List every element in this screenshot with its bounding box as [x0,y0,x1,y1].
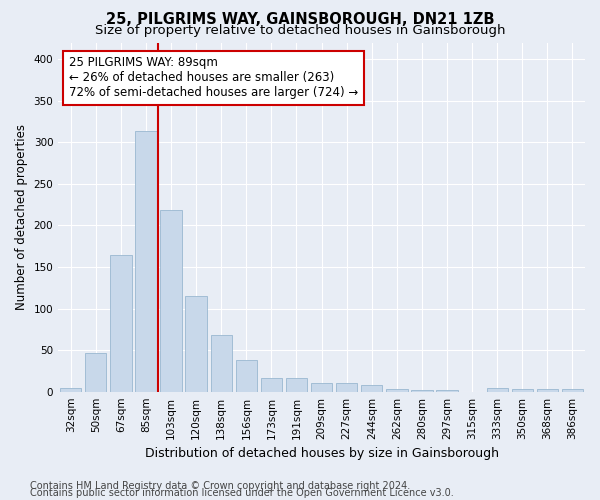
Bar [286,378,307,392]
Bar [261,378,282,392]
Bar [386,389,407,392]
Bar [562,389,583,392]
Bar [211,335,232,392]
Bar [436,390,458,392]
Bar [160,210,182,392]
Bar [336,384,358,392]
Text: 25, PILGRIMS WAY, GAINSBOROUGH, DN21 1ZB: 25, PILGRIMS WAY, GAINSBOROUGH, DN21 1ZB [106,12,494,26]
Bar [487,388,508,392]
Bar [136,132,157,392]
Bar [85,352,106,392]
X-axis label: Distribution of detached houses by size in Gainsborough: Distribution of detached houses by size … [145,447,499,460]
Text: Size of property relative to detached houses in Gainsborough: Size of property relative to detached ho… [95,24,505,37]
Bar [110,254,131,392]
Bar [60,388,82,392]
Text: Contains public sector information licensed under the Open Government Licence v3: Contains public sector information licen… [30,488,454,498]
Y-axis label: Number of detached properties: Number of detached properties [15,124,28,310]
Bar [411,390,433,392]
Bar [236,360,257,392]
Text: Contains HM Land Registry data © Crown copyright and database right 2024.: Contains HM Land Registry data © Crown c… [30,481,410,491]
Bar [185,296,207,392]
Text: 25 PILGRIMS WAY: 89sqm
← 26% of detached houses are smaller (263)
72% of semi-de: 25 PILGRIMS WAY: 89sqm ← 26% of detached… [69,56,358,100]
Bar [361,385,382,392]
Bar [311,384,332,392]
Bar [512,389,533,392]
Bar [537,389,558,392]
